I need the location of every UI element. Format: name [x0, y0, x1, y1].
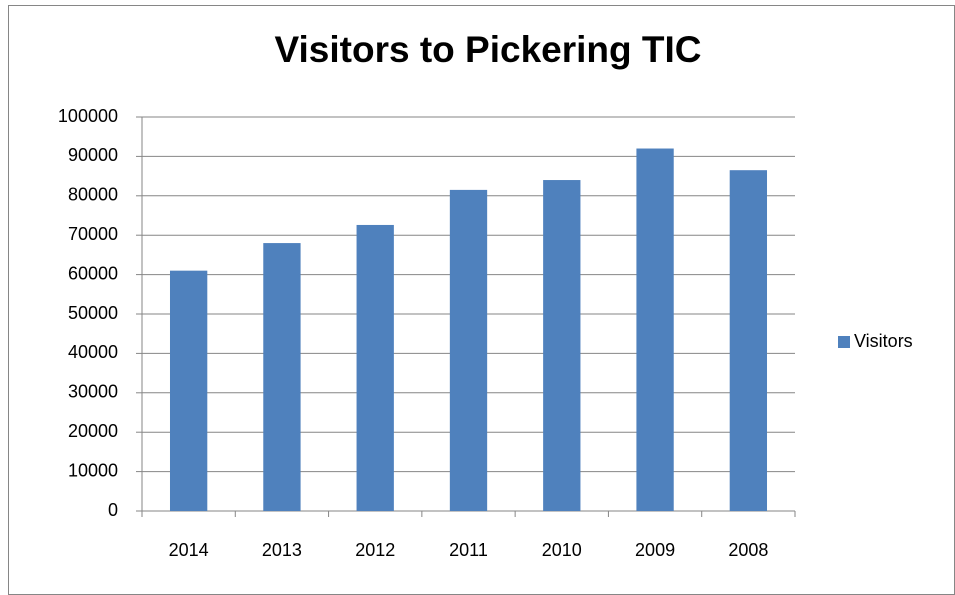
bar	[729, 170, 768, 511]
x-tick-label: 2010	[542, 540, 582, 560]
y-tick-label: 70000	[68, 224, 118, 244]
y-tick-label: 90000	[68, 145, 118, 165]
bar	[356, 224, 394, 511]
chart-title: Visitors to Pickering TIC	[275, 29, 702, 70]
y-tick-label: 0	[108, 500, 118, 520]
y-tick-label: 80000	[68, 185, 118, 205]
x-tick-label: 2012	[355, 540, 395, 560]
legend-swatch	[838, 336, 850, 348]
y-tick-label: 50000	[68, 303, 118, 323]
y-tick-label: 100000	[58, 106, 118, 126]
bar	[169, 270, 208, 511]
x-tick-label: 2008	[728, 540, 768, 560]
y-tick-label: 60000	[68, 263, 118, 283]
y-tick-label: 30000	[68, 382, 118, 402]
x-tick-label: 2013	[262, 540, 302, 560]
bar	[543, 180, 581, 512]
x-tick-label: 2014	[169, 540, 209, 560]
x-tick-label: 2011	[449, 540, 488, 560]
bar	[449, 189, 488, 511]
bar	[263, 243, 301, 511]
y-tick-label: 10000	[68, 460, 118, 480]
y-tick-label: 40000	[68, 342, 118, 362]
bar	[636, 148, 674, 511]
x-tick-label: 2009	[635, 540, 675, 560]
y-tick-label: 20000	[68, 421, 118, 441]
legend-label: Visitors	[854, 331, 913, 351]
